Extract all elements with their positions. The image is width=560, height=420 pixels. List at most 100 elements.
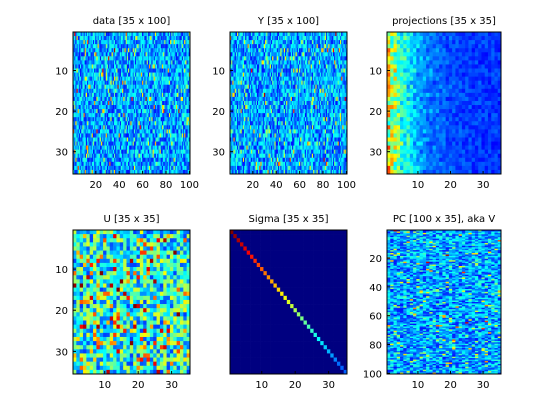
heatmap-cell: [108, 80, 110, 86]
heatmap-cell: [106, 80, 109, 86]
heatmap-cell: [116, 137, 118, 142]
heatmap-cell: [102, 56, 104, 61]
heatmap-cell: [174, 84, 177, 90]
heatmap-cell: [119, 48, 122, 53]
heatmap-cell: [144, 109, 146, 114]
heatmap-cell: [124, 68, 126, 73]
heatmap-cell: [105, 64, 108, 69]
heatmap-cell: [73, 76, 75, 82]
heatmap-cell: [83, 96, 86, 102]
heatmap-cell: [95, 36, 97, 41]
heatmap-cell: [122, 88, 124, 94]
heatmap-cell: [98, 80, 101, 86]
heatmap-cell: [159, 76, 162, 82]
heatmap-cell: [76, 72, 79, 77]
heatmap-cell: [119, 44, 122, 49]
heatmap-cell: [119, 129, 122, 134]
heatmap-cell: [136, 68, 138, 73]
heatmap-cell: [182, 52, 185, 57]
heatmap-cell: [179, 125, 181, 130]
heatmap-cell: [74, 129, 76, 134]
heatmap-cell: [102, 60, 104, 65]
heatmap-cell: [83, 105, 86, 110]
heatmap-cell: [77, 56, 80, 61]
heatmap-cell: [186, 76, 189, 82]
heatmap-cell: [96, 80, 98, 86]
heatmap-cell: [129, 68, 131, 73]
heatmap-cell: [172, 80, 174, 86]
heatmap-cell: [88, 72, 90, 77]
heatmap-cell: [101, 125, 103, 130]
heatmap-cell: [164, 88, 166, 94]
heatmap-cell: [177, 56, 179, 61]
heatmap-cell: [105, 44, 108, 49]
heatmap-cell: [103, 52, 105, 57]
heatmap-cell: [143, 48, 145, 53]
heatmap-cell: [179, 40, 181, 45]
heatmap-cell: [89, 60, 91, 65]
heatmap-cell: [140, 109, 143, 114]
heatmap-cell: [146, 44, 149, 49]
heatmap-cell: [77, 109, 80, 114]
heatmap-cell: [124, 125, 126, 130]
heatmap-cell: [104, 105, 107, 110]
heatmap-cell: [147, 129, 150, 134]
heatmap-cell: [127, 68, 130, 73]
heatmap-cell: [186, 92, 189, 98]
heatmap-cell: [85, 92, 88, 98]
heatmap-cell: [139, 133, 142, 138]
heatmap-cell: [110, 44, 112, 49]
heatmap-cell: [146, 72, 149, 77]
heatmap-cell: [84, 80, 87, 86]
heatmap-cell: [115, 84, 117, 90]
heatmap-cell: [154, 48, 157, 53]
heatmap-cell: [76, 64, 79, 69]
heatmap-cell: [174, 121, 177, 126]
heatmap-cell: [77, 36, 80, 41]
heatmap-cell: [173, 117, 176, 122]
heatmap-cell: [119, 88, 122, 94]
heatmap-cell: [152, 32, 155, 37]
heatmap-cell: [106, 105, 109, 110]
heatmap-cell: [138, 129, 141, 134]
heatmap-cell: [74, 96, 76, 102]
heatmap-cell: [142, 88, 144, 94]
heatmap-cell: [130, 92, 132, 98]
heatmap-cell: [103, 92, 105, 98]
heatmap-cell: [177, 109, 179, 114]
heatmap-cell: [95, 88, 97, 94]
heatmap-cell: [133, 96, 136, 102]
heatmap-cell: [129, 105, 131, 110]
heatmap-cell: [104, 129, 107, 134]
heatmap-cell: [146, 125, 149, 130]
heatmap-cell: [146, 56, 149, 61]
heatmap-cell: [186, 32, 189, 37]
heatmap-cell: [117, 113, 119, 118]
heatmap-cell: [174, 117, 177, 122]
heatmap-cell: [108, 137, 110, 142]
heatmap-cell: [180, 96, 183, 102]
heatmap-cell: [74, 121, 76, 126]
heatmap-cell: [74, 36, 76, 41]
heatmap-cell: [92, 40, 95, 45]
heatmap-cell: [95, 32, 97, 37]
heatmap-cell: [116, 100, 118, 106]
heatmap-cell: [99, 60, 102, 65]
heatmap-cell: [177, 68, 179, 73]
heatmap-cell: [150, 121, 152, 126]
heatmap-cell: [140, 121, 143, 126]
heatmap-cell: [110, 64, 112, 69]
heatmap-cell: [133, 56, 136, 61]
heatmap-cell: [113, 44, 116, 49]
heatmap-cell: [102, 88, 104, 94]
heatmap-cell: [126, 80, 129, 86]
heatmap-cell: [82, 36, 84, 41]
heatmap-cell: [80, 105, 82, 110]
heatmap-cell: [156, 84, 158, 90]
heatmap-cell: [131, 133, 134, 138]
heatmap-cell: [181, 80, 184, 86]
heatmap-cell: [151, 44, 153, 49]
heatmap-cell: [135, 92, 137, 98]
heatmap-cell: [80, 133, 82, 138]
heatmap-cell: [119, 100, 122, 106]
